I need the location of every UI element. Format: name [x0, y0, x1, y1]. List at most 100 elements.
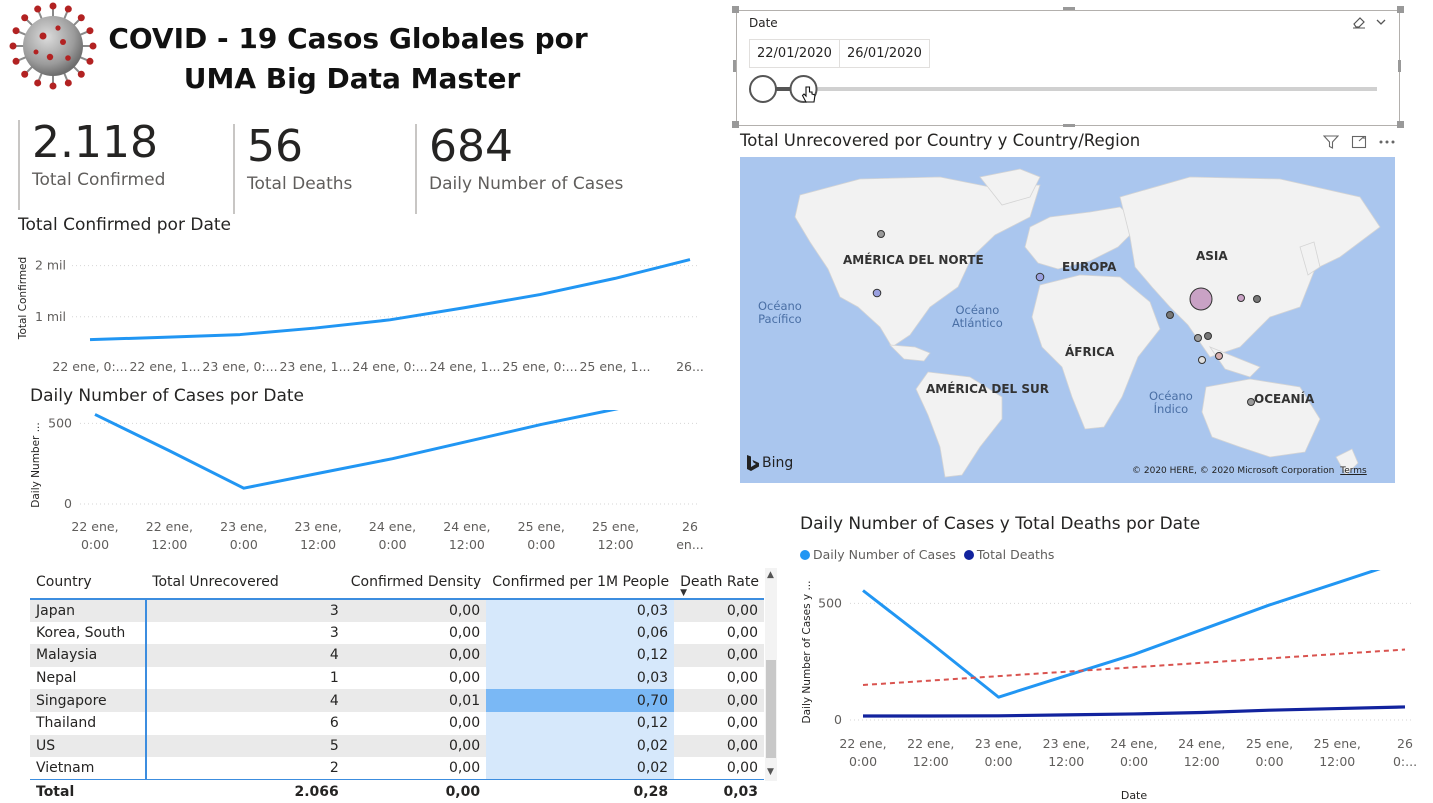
- table-row[interactable]: US 5 0,00 0,02 0,00: [30, 734, 764, 758]
- resize-handle[interactable]: [1063, 7, 1075, 10]
- table-row[interactable]: Korea, South 3 0,00 0,06 0,00: [30, 621, 764, 645]
- x-tick-label: 22 ene, 1...: [129, 359, 200, 374]
- resize-handle[interactable]: [732, 121, 739, 128]
- col-header-death-rate[interactable]: Death Rate ▼: [674, 565, 764, 600]
- cell-density: 0,00: [344, 599, 487, 622]
- table-row[interactable]: Thailand 6 0,00 0,12 0,00: [30, 711, 764, 735]
- x-tick-label: 24 ene, 0:00: [369, 519, 416, 552]
- cell-death-rate: 0,00: [674, 689, 764, 712]
- x-tick-label: 22 ene, 0:00: [839, 736, 886, 769]
- kpi-total-deaths-card[interactable]: 56 Total Deaths: [233, 123, 352, 214]
- cell-density: 0,01: [344, 689, 487, 712]
- resize-handle[interactable]: [1397, 121, 1404, 128]
- virus-spike-tip: [21, 14, 29, 22]
- focus-mode-icon[interactable]: [1351, 135, 1367, 149]
- kpi-total-confirmed-label: Total Confirmed: [32, 170, 166, 191]
- col-header-total-unrecovered[interactable]: Total Unrecovered: [146, 565, 345, 600]
- map-attribution: © 2020 HERE, © 2020 Microsoft Corporatio…: [1132, 466, 1367, 476]
- cell-country: Malaysia: [30, 644, 147, 667]
- filter-icon[interactable]: [1323, 135, 1339, 149]
- bubble-us: [872, 288, 882, 298]
- col-header-country[interactable]: Country: [30, 565, 147, 600]
- bubble-vietnam: [1194, 334, 1202, 342]
- cell-unrecovered: 1: [145, 666, 345, 690]
- resize-handle[interactable]: [1397, 6, 1404, 13]
- map-label-south-america: AMÉRICA DEL SUR: [926, 382, 1050, 396]
- virus-spike-tip: [89, 42, 97, 50]
- slicer-title: Date: [749, 16, 778, 30]
- chart-total-confirmed[interactable]: 1 mil 2 mil Total Confirmed 22 ene, 0:... 22…: [0, 240, 720, 380]
- x-tick-label: 26 0:...: [1393, 736, 1417, 769]
- slicer-start-date[interactable]: 22/01/2020: [749, 39, 840, 68]
- virus-spike-tip: [49, 2, 57, 10]
- x-tick-label: 22 ene, 12:00: [146, 519, 193, 552]
- hand-cursor-icon: [801, 86, 816, 103]
- x-tick-label: 24 ene, 12:00: [1178, 736, 1225, 769]
- country-table[interactable]: Country Total Unrecovered Confirmed Dens…: [30, 565, 764, 803]
- table-row[interactable]: Vietnam 2 0,00 0,02 0,00: [30, 757, 764, 780]
- bubble-europe: [1035, 272, 1045, 282]
- kpi-total-confirmed-card[interactable]: 2.118 Total Confirmed: [18, 119, 166, 210]
- scroll-thumb[interactable]: [766, 660, 776, 758]
- y-tick-label: 500: [48, 415, 72, 430]
- bubble-singapore: [1215, 352, 1223, 360]
- legend-item-daily-cases[interactable]: Daily Number of Cases: [800, 547, 956, 562]
- chevron-down-icon[interactable]: [1375, 17, 1387, 27]
- eraser-icon[interactable]: [1351, 15, 1367, 29]
- col-header-confirmed-per-1m[interactable]: Confirmed per 1M People: [486, 565, 675, 600]
- chart-total-confirmed-title: Total Confirmed por Date: [18, 215, 231, 235]
- x-tick-label: 24 ene, 1...: [429, 359, 500, 374]
- chart-combo-title: Daily Number of Cases y Total Deaths por…: [800, 514, 1201, 534]
- cell-country: US: [30, 734, 147, 758]
- cell-unrecovered: 5: [145, 734, 345, 758]
- map-label-pacific: Océano Pacífico: [758, 299, 802, 326]
- table-row[interactable]: Malaysia 4 0,00 0,12 0,00: [30, 644, 764, 667]
- bubble-china: [1189, 287, 1213, 311]
- terms-link[interactable]: Terms: [1340, 466, 1367, 476]
- y-tick-label: 1 mil: [35, 309, 66, 324]
- bubble-malaysia: [1198, 356, 1206, 364]
- x-tick-label: 23 ene, 0:...: [202, 359, 277, 374]
- slider-start-handle: [749, 75, 777, 103]
- cell-density: 0,00: [448, 670, 481, 687]
- cell-unrecovered: 6: [145, 711, 345, 735]
- cell-density: 0,00: [448, 760, 481, 777]
- table-row[interactable]: Singapore 4 0,01 0,70 0,00: [30, 689, 764, 712]
- resize-handle[interactable]: [733, 60, 736, 72]
- total-cell-density: 0,00: [344, 779, 487, 803]
- table-row[interactable]: Nepal 1 0,00 0,03 0,00: [30, 666, 764, 690]
- cell-per1m: 0,12: [486, 711, 675, 735]
- world-map[interactable]: AMÉRICA DEL NORTE EUROPA ASIA ÁFRICA AMÉ…: [740, 157, 1395, 483]
- x-tick-label: 24 ene, 0:...: [352, 359, 427, 374]
- bubble-north-america-north: [877, 230, 885, 238]
- chart-daily-cases[interactable]: 0 500 Daily Number ... 22 ene, 0:00 22 ene, 12…: [0, 410, 720, 560]
- cell-per1m: 0,12: [486, 644, 675, 667]
- virus-spike-tip: [86, 57, 94, 65]
- y-axis-title: Daily Number ...: [30, 422, 42, 507]
- cell-per1m: 0,03: [486, 599, 675, 622]
- scroll-up-arrow[interactable]: ▲: [767, 570, 774, 580]
- legend-item-total-deaths[interactable]: Total Deaths: [963, 547, 1054, 562]
- date-range-slider[interactable]: [745, 71, 1385, 107]
- table-scrollbar[interactable]: ▲ ▼: [765, 568, 777, 781]
- table-row[interactable]: Japan 3 0,00 0,03 0,00: [30, 599, 764, 622]
- date-slicer[interactable]: Date 22/01/2020 26/01/2020: [736, 10, 1400, 126]
- resize-handle[interactable]: [1398, 60, 1401, 72]
- report-title-line-1: COVID - 19 Casos Globales por: [108, 22, 588, 55]
- resize-handle[interactable]: [732, 6, 739, 13]
- cell-country: Korea, South: [36, 624, 126, 641]
- x-tick-label: 22 ene, 0:...: [52, 359, 127, 374]
- scroll-down-arrow[interactable]: ▼: [767, 767, 774, 777]
- y-tick-label: 2 mil: [35, 258, 66, 273]
- chart-combo[interactable]: 0 500 Daily Number of Cases y ... 22 ene, 0:…: [790, 570, 1430, 803]
- x-tick-label: 23 ene, 0:00: [220, 519, 267, 552]
- kpi-daily-cases-card[interactable]: 684 Daily Number of Cases: [415, 123, 623, 214]
- slicer-end-date[interactable]: 26/01/2020: [839, 39, 930, 68]
- more-options-icon[interactable]: [1378, 139, 1396, 145]
- resize-handle[interactable]: [1063, 124, 1075, 127]
- map-label-north-america: AMÉRICA DEL NORTE: [843, 253, 984, 267]
- virus-spike-tip: [34, 5, 42, 13]
- virus-spike-tip: [21, 70, 29, 78]
- bubble-japan: [1253, 295, 1261, 303]
- col-header-confirmed-density[interactable]: Confirmed Density: [344, 565, 487, 600]
